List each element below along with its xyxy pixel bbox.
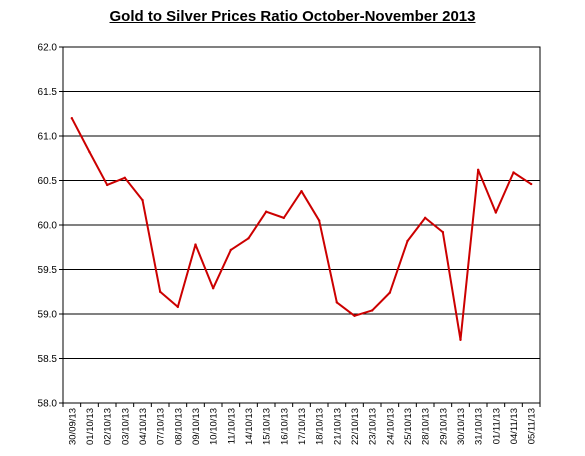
data-point: [194, 243, 197, 246]
x-tick-label: 15/10/13: [262, 408, 273, 445]
x-tick-label: 09/10/13: [191, 408, 202, 445]
x-tick-label: 14/10/13: [244, 408, 255, 445]
x-tick-label: 21/10/13: [332, 408, 343, 445]
data-point: [335, 301, 339, 304]
data-point: [88, 150, 91, 154]
data-point: [459, 338, 462, 342]
data-point: [370, 309, 374, 312]
x-tick-label: 18/10/13: [315, 408, 326, 445]
data-point: [176, 305, 180, 309]
y-tick-label: 60.5: [38, 176, 58, 187]
data-point: [441, 230, 445, 234]
data-point: [529, 182, 533, 186]
x-tick-label: 07/10/13: [156, 408, 167, 445]
y-tick-label: 59.0: [38, 310, 58, 321]
series-layer: [70, 117, 533, 342]
x-tick-label: 22/10/13: [350, 408, 361, 445]
data-point: [353, 314, 356, 317]
data-point: [70, 117, 74, 120]
x-tick-label: 16/10/13: [279, 408, 290, 445]
data-point: [158, 290, 162, 293]
x-tick-label: 30/09/13: [67, 408, 78, 445]
series-line: [70, 117, 532, 341]
y-tick-label: 58.5: [38, 354, 58, 365]
data-point: [406, 239, 409, 243]
x-tick-label: 03/10/13: [120, 408, 131, 445]
y-tick-label: 58.0: [38, 399, 58, 410]
x-tick-label: 29/10/13: [438, 408, 449, 445]
x-tick-label: 04/10/13: [138, 408, 149, 445]
x-tick-label: 23/10/13: [368, 408, 379, 445]
x-tick-label: 05/11/13: [527, 408, 538, 444]
x-tick-label: 11/10/13: [226, 408, 237, 444]
plot-frame: [62, 46, 541, 404]
x-tick-label: 10/10/13: [209, 408, 220, 445]
x-axis-ticks: 30/09/13 01/10/13 02/10/13 03/10/13 04/10/13…: [62, 403, 541, 445]
x-tick-label: 30/10/13: [456, 408, 467, 445]
x-tick-label: 02/10/13: [103, 408, 114, 445]
y-tick-label: 61.0: [38, 132, 58, 143]
data-point: [300, 189, 303, 193]
x-tick-label: 17/10/13: [297, 408, 308, 445]
data-point: [123, 176, 127, 180]
data-point: [282, 216, 286, 220]
x-tick-label: 24/10/13: [385, 408, 396, 445]
data-point: [388, 291, 392, 294]
y-tick-label: 61.5: [38, 87, 58, 98]
data-point: [247, 237, 250, 240]
y-axis-ticks: 58.0 58.5 59.0 59.5 60.0 60.5 61.0 61.5 62.0: [38, 43, 63, 410]
y-tick-label: 62.0: [38, 43, 58, 54]
y-tick-label: 60.0: [38, 221, 58, 232]
data-point: [512, 171, 515, 174]
x-tick-label: 25/10/13: [403, 408, 414, 445]
x-tick-label: 31/10/13: [474, 408, 485, 445]
data-point: [229, 248, 233, 252]
chart-title: Gold to Silver Prices Ratio October-Nove…: [109, 8, 476, 25]
x-tick-label: 28/10/13: [421, 408, 432, 445]
data-point: [141, 198, 144, 202]
y-tick-label: 59.5: [38, 265, 58, 276]
x-tick-label: 01/11/13: [491, 408, 502, 444]
x-tick-label: 08/10/13: [173, 408, 184, 445]
data-point: [317, 219, 321, 222]
data-point: [423, 216, 427, 220]
x-tick-label: 01/10/13: [85, 408, 96, 445]
data-point: [494, 211, 498, 214]
gridlines: [63, 91, 540, 359]
x-tick-label: 04/11/13: [509, 408, 520, 444]
data-point: [105, 183, 109, 187]
data-point: [476, 168, 480, 172]
data-point: [211, 286, 215, 290]
data-point: [264, 210, 268, 213]
